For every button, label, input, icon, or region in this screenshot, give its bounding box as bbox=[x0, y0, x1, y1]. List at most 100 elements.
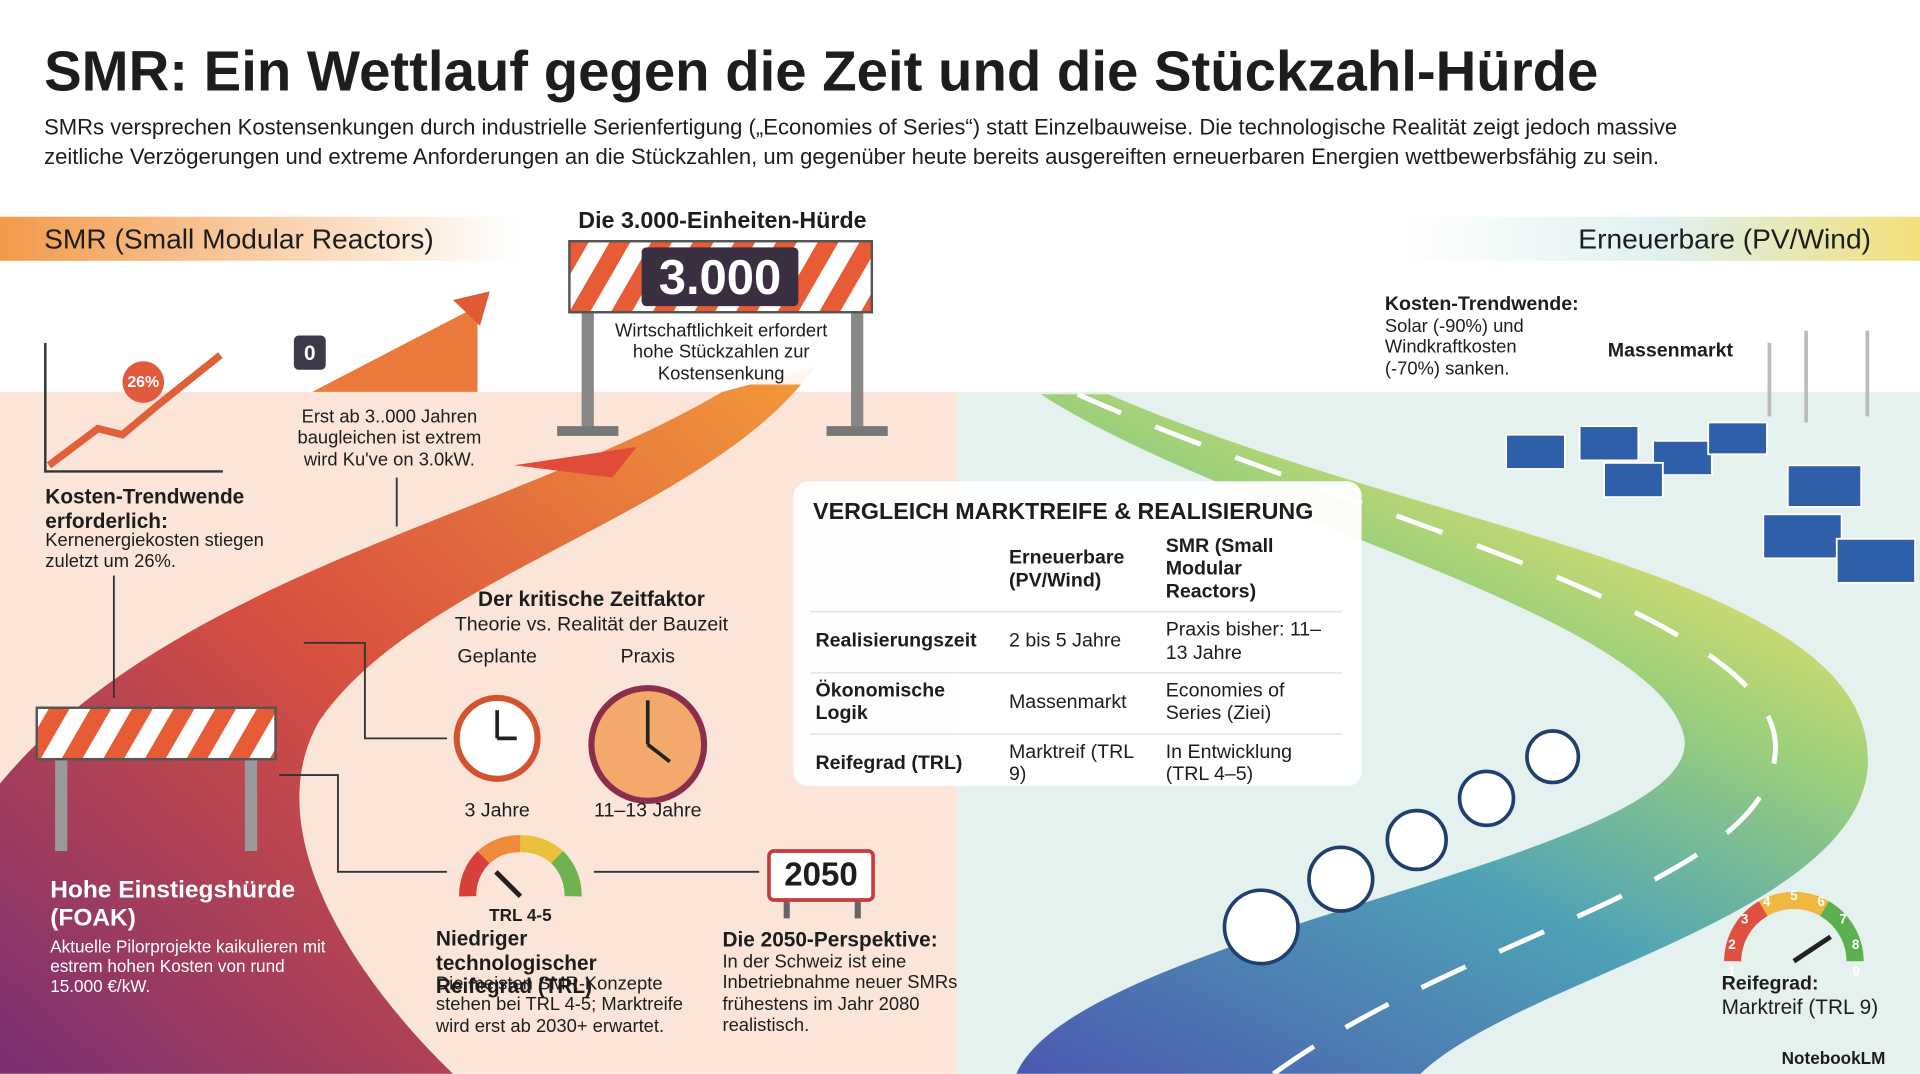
cost-text: Kernenergiekosten stiegen zuletzt um 26%… bbox=[45, 530, 264, 573]
cell: Praxis bisher: 11–13 Jahre bbox=[1160, 611, 1343, 673]
planned-label: Geplante bbox=[457, 646, 537, 668]
mass-market: Massenmarkt bbox=[1607, 340, 1733, 362]
trl-gauge bbox=[459, 835, 582, 899]
gauge-tick-label: 4 bbox=[1762, 895, 1771, 910]
decoration bbox=[453, 291, 490, 326]
decoration bbox=[1762, 513, 1843, 560]
decoration bbox=[1457, 769, 1516, 828]
maturity-title: Reifegrad: bbox=[1721, 973, 1819, 995]
decoration bbox=[1603, 461, 1664, 499]
decoration bbox=[1758, 891, 1829, 917]
table-row: Ökonomische Logik Massenmarkt Economies … bbox=[810, 672, 1343, 734]
decoration bbox=[1835, 537, 1917, 584]
decoration: Erneuerbare (PV/Wind) SMR (Small Modular… bbox=[810, 529, 1343, 795]
curve-text: Erst ab 3..000 Jahren baugleichen ist ex… bbox=[297, 406, 482, 470]
decoration bbox=[312, 306, 478, 392]
decoration bbox=[854, 900, 861, 919]
decoration bbox=[1505, 433, 1566, 470]
gauge-tick-label: 7 bbox=[1839, 912, 1847, 928]
decoration bbox=[55, 759, 68, 852]
decoration bbox=[557, 426, 619, 436]
decoration bbox=[1525, 729, 1581, 785]
gauge-tick-label: 8 bbox=[1851, 937, 1860, 953]
cost-badge: 26% bbox=[127, 372, 160, 391]
trl-title: Niedriger technologischer Reifegrad (TRL… bbox=[435, 926, 597, 999]
cell: Massenmarkt bbox=[1004, 672, 1161, 734]
cell: 2 bis 5 Jahre bbox=[1004, 611, 1161, 673]
decoration bbox=[550, 851, 582, 897]
gauge-tick-label: 1 bbox=[1727, 965, 1736, 980]
hurdle-title: Die 3.000-Einheiten-Hürde bbox=[578, 208, 867, 234]
smr-road bbox=[0, 367, 815, 1074]
hurdle-barrier bbox=[557, 240, 888, 436]
decoration bbox=[1578, 425, 1640, 462]
curve-badge: 0 bbox=[303, 341, 316, 365]
header-cell: Erneuerbare (PV/Wind) bbox=[1008, 547, 1125, 591]
comparison-table: Erneuerbare (PV/Wind) SMR (Small Modular… bbox=[810, 529, 1343, 795]
decoration bbox=[122, 361, 165, 403]
brand: NotebookLM bbox=[1781, 1048, 1886, 1068]
decoration bbox=[1724, 901, 1768, 962]
decoration bbox=[35, 706, 277, 761]
cell bbox=[811, 529, 1004, 612]
hurdle-number: 3.000 bbox=[658, 251, 782, 305]
decoration bbox=[1385, 808, 1448, 872]
subtitle: SMRs versprechen Kostensenkungen durch i… bbox=[44, 115, 1678, 169]
decoration bbox=[279, 774, 447, 873]
decoration bbox=[783, 900, 790, 919]
time-subtitle: Theorie vs. Realität der Bauzeit bbox=[454, 614, 729, 636]
clocks bbox=[453, 685, 708, 804]
maturity-text: Marktreif (TRL 9) bbox=[1721, 995, 1879, 1019]
actual-value: 11–13 Jahre bbox=[594, 800, 702, 822]
left-banner: SMR (Small Modular Reactors) bbox=[44, 222, 434, 255]
decoration bbox=[767, 849, 875, 902]
decoration bbox=[1307, 845, 1375, 913]
left-banner-bar bbox=[0, 216, 515, 261]
decoration bbox=[641, 247, 799, 307]
road-icons bbox=[1222, 729, 1581, 966]
table-header: Erneuerbare (PV/Wind) SMR (Small Modular… bbox=[811, 529, 1342, 612]
table-row: Reifegrad (TRL) Marktreif (TRL 9) In Ent… bbox=[810, 733, 1343, 795]
row-label: Ökonomische Logik bbox=[810, 672, 1005, 734]
decoration bbox=[459, 851, 490, 897]
foak-barrier bbox=[35, 706, 277, 852]
renew-trend-title: Kosten-Trendwende: bbox=[1384, 293, 1579, 315]
decoration bbox=[494, 870, 523, 899]
decoration bbox=[46, 352, 223, 469]
hurdle-text: Wirtschaftlichkeit erfordert hohe Stückz… bbox=[615, 320, 828, 384]
renew-trend-text: Solar (-90%) und Windkraftkosten (-70%) … bbox=[1384, 315, 1524, 379]
row-label: Realisierungszeit bbox=[810, 611, 1005, 673]
decoration bbox=[608, 315, 834, 385]
decoration bbox=[581, 312, 594, 429]
decoration bbox=[244, 759, 258, 852]
decoration bbox=[1786, 464, 1863, 508]
gauge-tick-label: 9 bbox=[1852, 965, 1861, 980]
header-cell: SMR (Small Modular Reactors) bbox=[1165, 536, 1274, 603]
sign-text: 2050 bbox=[784, 855, 858, 893]
actual-label: Praxis bbox=[620, 646, 675, 668]
maturity-gauge bbox=[1724, 891, 1864, 964]
cost-title: Kosten-Trendwende erforderlich: bbox=[45, 484, 245, 533]
renewable-road bbox=[1016, 394, 1868, 1074]
trl-gauge-label: TRL 4-5 bbox=[489, 904, 552, 925]
cell: In Entwicklung (TRL 4–5) bbox=[1160, 733, 1343, 795]
decoration bbox=[303, 641, 447, 740]
sign-2050 bbox=[767, 849, 875, 919]
cost-chart bbox=[44, 342, 223, 473]
decoration bbox=[851, 312, 864, 429]
foak-text: Aktuelle Pilorprojekte kaikulieren mit e… bbox=[50, 936, 326, 996]
gauge-tick-label: 6 bbox=[1817, 895, 1825, 910]
wind-turbines bbox=[1767, 330, 1870, 423]
cell: Economies of Series (Ziei) bbox=[1160, 672, 1343, 734]
connectors bbox=[112, 477, 760, 873]
planned-value: 3 Jahre bbox=[464, 800, 530, 822]
row-label: Reifegrad (TRL) bbox=[810, 733, 1005, 795]
foak-title: Hohe Einstiegshürde (FOAK) bbox=[50, 876, 296, 932]
road-arrow bbox=[514, 446, 637, 478]
decoration bbox=[520, 835, 563, 864]
title: SMR: Ein Wettlauf gegen die Zeit und die… bbox=[44, 39, 1599, 103]
decoration bbox=[477, 835, 521, 864]
perspective-text: In der Schweiz ist eine Inbetriebnahme n… bbox=[722, 951, 958, 1036]
right-banner: Erneuerbare (PV/Wind) bbox=[1578, 222, 1872, 255]
decoration bbox=[1819, 901, 1864, 962]
